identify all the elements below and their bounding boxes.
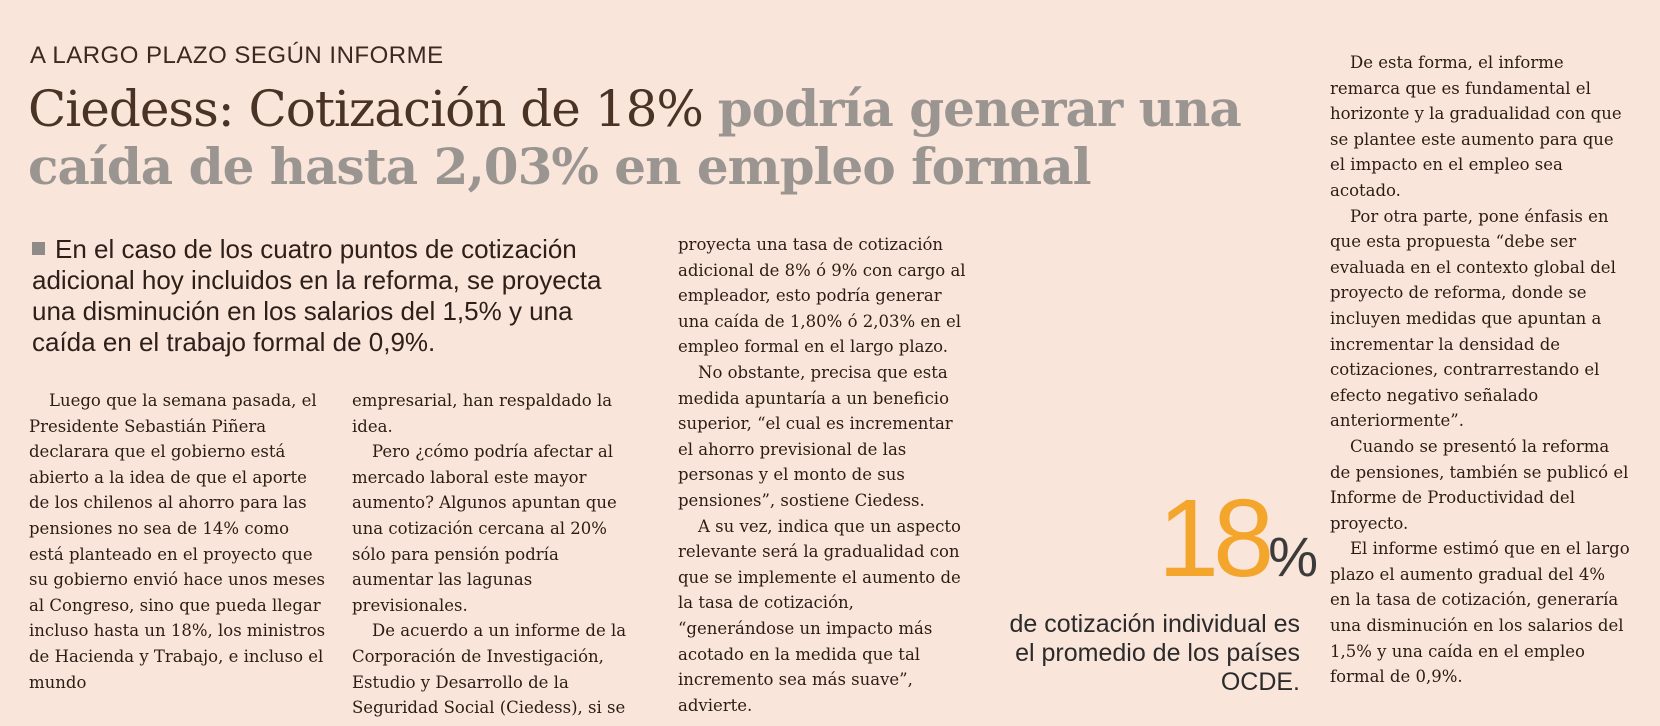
callout-unit: % xyxy=(1268,525,1318,588)
paragraph: No obstante, precisa que esta medida apu… xyxy=(678,362,953,510)
headline-emphasis: podría generar una caída de hasta 2,03% … xyxy=(28,79,1242,196)
summary: En el caso de los cuatro puntos de cotiz… xyxy=(32,234,642,358)
body-column-3: proyecta una tasa de cotización adiciona… xyxy=(678,232,970,718)
paragraph: proyecta una tasa de cotización adiciona… xyxy=(678,235,966,357)
paragraph: Pero ¿cómo podría afectar al mercado lab… xyxy=(352,442,617,615)
body-column-2: empresarial, han respaldado la idea. Per… xyxy=(352,388,634,721)
headline-lead: Ciedess: Cotización de 18% xyxy=(28,80,718,138)
paragraph: Por otra parte, pone énfasis en que esta… xyxy=(1330,206,1616,431)
callout-value: 18 xyxy=(1157,477,1274,600)
bullet-square-icon xyxy=(32,242,45,255)
paragraph: A su vez, indica que un aspecto relevant… xyxy=(678,516,961,715)
callout-text: de cotización individual es el promedio … xyxy=(1009,610,1300,696)
paragraph: Cuando se presentó la reforma de pension… xyxy=(1330,436,1629,533)
summary-text: En el caso de los cuatro puntos de cotiz… xyxy=(32,234,602,357)
body-column-1: Luego que la semana pasada, el President… xyxy=(29,388,329,695)
headline: Ciedess: Cotización de 18% podría genera… xyxy=(28,80,1268,196)
paragraph: Luego que la semana pasada, el President… xyxy=(29,391,326,692)
paragraph: El informe estimó que en el largo plazo … xyxy=(1330,539,1630,687)
paragraph: empresarial, han respaldado la idea. xyxy=(352,391,613,436)
paragraph: De acuerdo a un informe de la Corporació… xyxy=(352,621,627,718)
body-column-4: De esta forma, el informe remarca que es… xyxy=(1330,50,1630,690)
callout-number: 18% xyxy=(1118,484,1318,612)
kicker: A LARGO PLAZO SEGÚN INFORME xyxy=(30,42,444,69)
paragraph: De esta forma, el informe remarca que es… xyxy=(1330,53,1622,200)
